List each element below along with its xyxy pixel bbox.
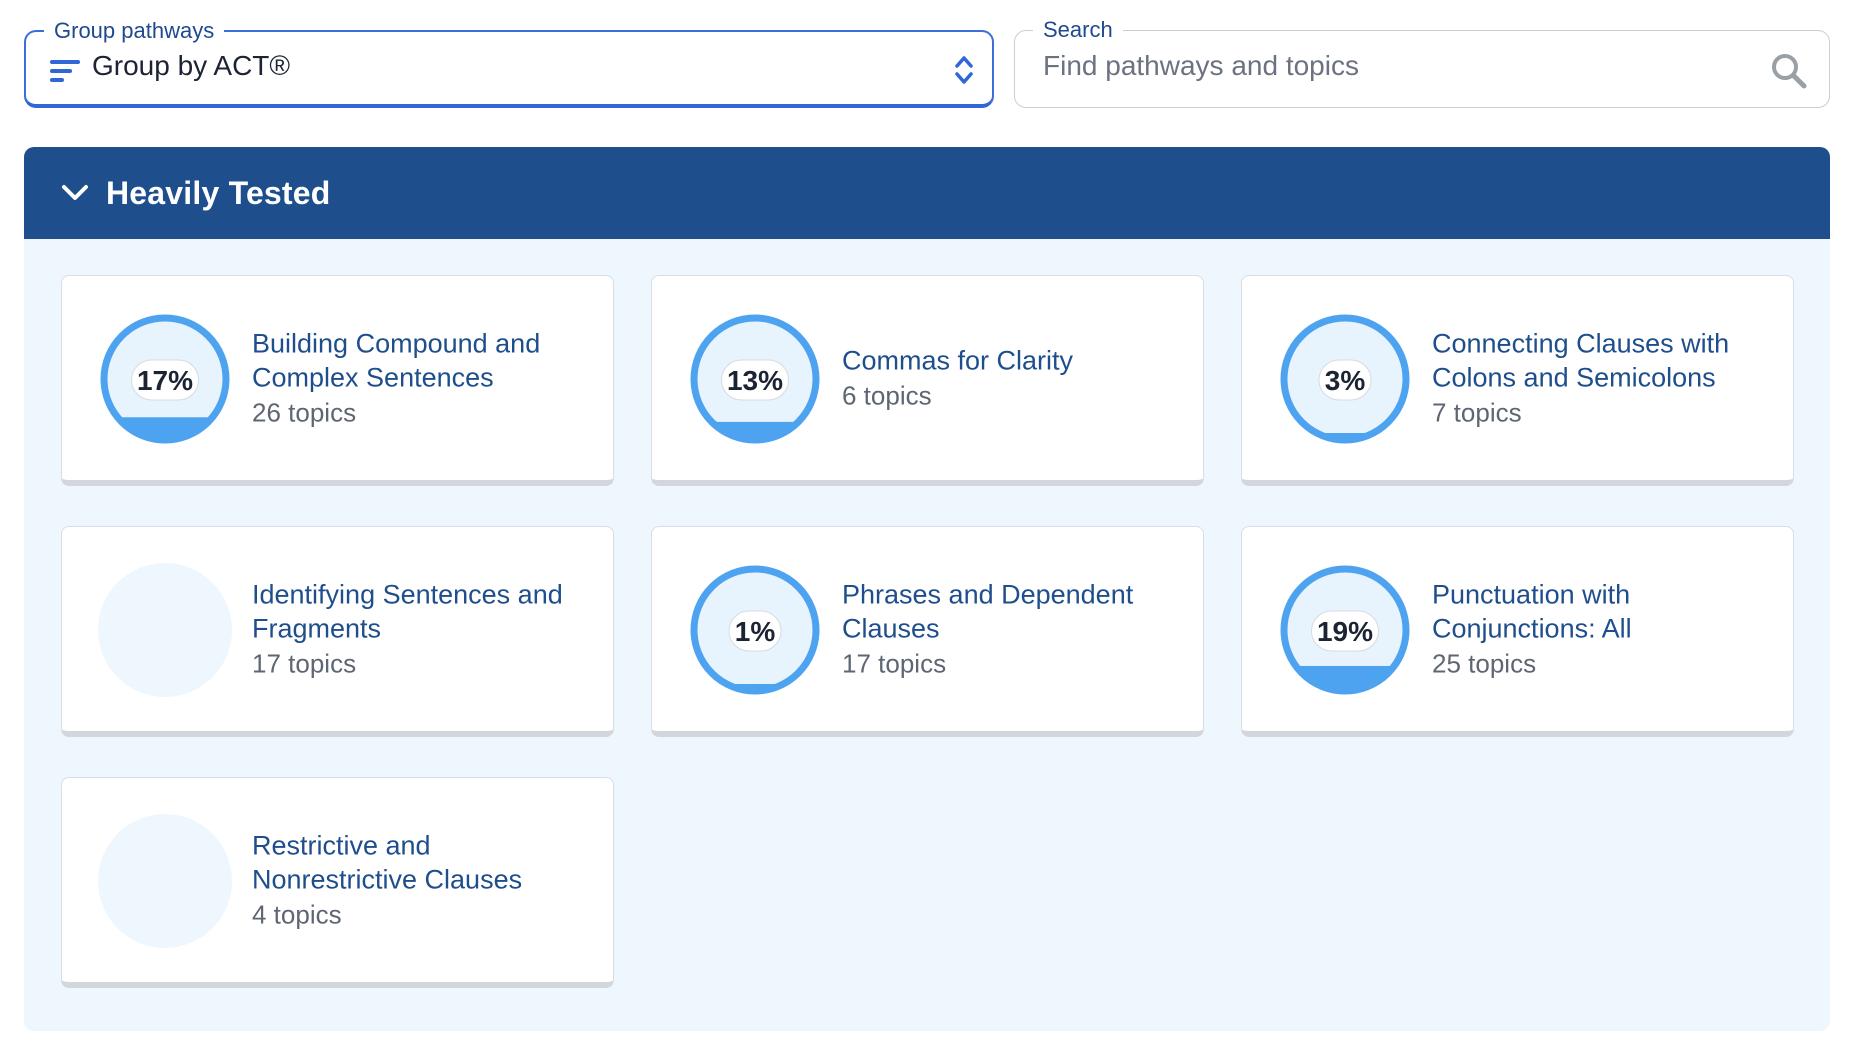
- progress-ring: 19%: [1280, 565, 1410, 695]
- search-field: Search: [1014, 17, 1830, 108]
- progress-fill: [697, 421, 813, 437]
- sort-lines-icon: [50, 60, 80, 84]
- progress-percent: 17%: [137, 365, 193, 396]
- progress-percent: 3%: [1325, 365, 1366, 396]
- pathway-card[interactable]: Identifying Sentences and Fragments 17 t…: [61, 526, 614, 737]
- topic-count: 6 topics: [842, 380, 932, 411]
- progress-fill: [1287, 433, 1403, 437]
- section-header-toggle[interactable]: Heavily Tested: [24, 147, 1830, 239]
- pathway-title: Phrases and Dependent Clauses: [842, 579, 1134, 644]
- empty-progress-circle: [98, 563, 232, 697]
- topic-count: 4 topics: [252, 899, 342, 930]
- pathway-card[interactable]: 3% Connecting Clauses with Colons and Se…: [1241, 275, 1794, 486]
- pathway-title: Identifying Sentences and Fragments: [252, 579, 563, 644]
- search-label: Search: [1033, 17, 1123, 43]
- pathway-title: Restrictive and Nonrestrictive Clauses: [252, 830, 523, 895]
- progress-ring: 3%: [1280, 314, 1410, 444]
- card-text: Connecting Clauses with Colons and Semic…: [1432, 327, 1773, 430]
- progress-pill: [1318, 359, 1372, 401]
- progress-percent: 13%: [727, 365, 783, 396]
- topic-count: 7 topics: [1432, 397, 1522, 428]
- card-text: Building Compound and Complex Sentences …: [252, 327, 593, 430]
- group-pathways-select[interactable]: Group pathways Group by ACT®: [24, 18, 994, 108]
- select-arrows-icon: [955, 56, 973, 84]
- progress-percent: 1%: [735, 616, 776, 647]
- card-text: Phrases and Dependent Clauses 17 topics: [842, 578, 1183, 681]
- pathway-title: Connecting Clauses with Colons and Semic…: [1432, 328, 1730, 393]
- group-pathways-value: Group by ACT®: [92, 50, 291, 81]
- pathway-card-grid: 17% Building Compound and Complex Senten…: [61, 275, 1794, 988]
- progress-pill: [1311, 610, 1379, 652]
- progress-pill: [721, 359, 789, 401]
- filter-bar: Group pathways Group by ACT® Search: [24, 17, 1830, 114]
- card-text: Identifying Sentences and Fragments 17 t…: [252, 578, 593, 681]
- progress-ring: 1%: [690, 565, 820, 695]
- topic-count: 26 topics: [252, 397, 357, 428]
- empty-progress-circle: [98, 814, 232, 948]
- pathway-card[interactable]: 13% Commas for Clarity 6 topics: [651, 275, 1204, 486]
- chevron-down-icon: [62, 185, 88, 200]
- pathway-card[interactable]: 1% Phrases and Dependent Clauses 17 topi…: [651, 526, 1204, 737]
- pathway-card[interactable]: 19% Punctuation with Conjunctions: All 2…: [1241, 526, 1794, 737]
- pathway-card[interactable]: 17% Building Compound and Complex Senten…: [61, 275, 614, 486]
- progress-pill: [131, 359, 199, 401]
- progress-fill: [697, 684, 813, 688]
- progress-pill: [728, 610, 782, 652]
- topic-count: 25 topics: [1432, 648, 1537, 679]
- topic-count: 17 topics: [842, 648, 947, 679]
- card-text: Commas for Clarity 6 topics: [842, 344, 1183, 413]
- progress-percent: 19%: [1317, 616, 1373, 647]
- search-input[interactable]: [1041, 49, 1745, 83]
- pathway-title: Punctuation with Conjunctions: All: [1432, 579, 1632, 644]
- group-pathways-label: Group pathways: [44, 18, 225, 44]
- pathway-title: Commas for Clarity: [842, 345, 1074, 376]
- card-text: Punctuation with Conjunctions: All 25 to…: [1432, 578, 1773, 681]
- progress-ring: 13%: [690, 314, 820, 444]
- section-title: Heavily Tested: [106, 174, 331, 211]
- heavily-tested-section: Heavily Tested 17% Building Compound and…: [24, 147, 1830, 1031]
- topic-count: 17 topics: [252, 648, 357, 679]
- card-text: Restrictive and Nonrestrictive Clauses 4…: [252, 829, 593, 932]
- pathway-card[interactable]: Restrictive and Nonrestrictive Clauses 4…: [61, 777, 614, 988]
- search-icon[interactable]: [1769, 51, 1809, 91]
- progress-ring: 17%: [100, 314, 230, 444]
- pathway-title: Building Compound and Complex Sentences: [252, 328, 541, 393]
